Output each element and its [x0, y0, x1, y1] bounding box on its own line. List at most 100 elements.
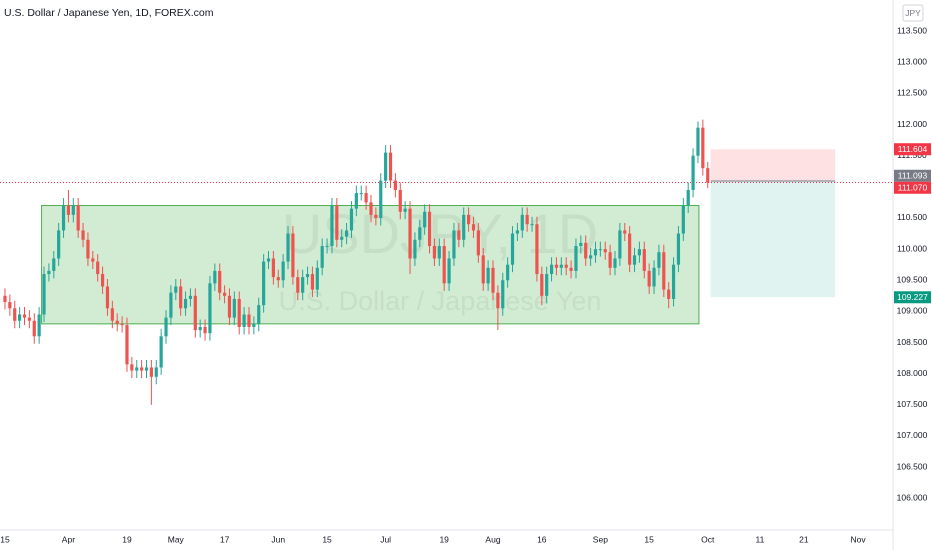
candle-body [466, 214, 471, 225]
candle-body [47, 270, 51, 275]
target-price-label: 109.227 [897, 292, 928, 302]
candle-body [61, 205, 66, 231]
candle-body [662, 252, 666, 290]
candle-body [403, 208, 407, 212]
candle-body [203, 326, 207, 334]
last-price-label: 111.070 [898, 183, 928, 193]
candle-body [423, 211, 427, 228]
candle-body [340, 236, 344, 240]
candle-body [86, 239, 90, 259]
candle-body [130, 364, 134, 371]
y-tick-label: 107.500 [897, 399, 928, 409]
candle-body [242, 314, 246, 327]
candle-body [569, 267, 573, 271]
candle-body [105, 286, 110, 309]
stop-zone [710, 149, 836, 182]
candle-body [125, 325, 129, 365]
candle-body [608, 252, 612, 268]
candle-body [667, 289, 671, 299]
candle-body [589, 255, 593, 259]
candle-body [574, 246, 578, 271]
entry-price-label: 111.093 [898, 171, 928, 181]
candle-body [613, 258, 617, 268]
y-tick-label: 110.000 [897, 243, 927, 253]
candle-body [491, 267, 495, 293]
candle-body [227, 295, 232, 318]
candle-body [305, 274, 310, 278]
candle-body [37, 314, 41, 337]
candle-body [52, 258, 56, 271]
candle-body [418, 227, 422, 240]
candle-body [281, 261, 285, 281]
candle-body [183, 298, 188, 309]
target-price-label-box [894, 291, 931, 304]
candle-body [276, 277, 280, 281]
candle-body [71, 205, 75, 215]
candle-body [27, 317, 31, 321]
y-tick-label: 109.000 [897, 306, 928, 316]
candle-body [384, 152, 388, 181]
candle-body [413, 239, 417, 259]
y-tick-label: 108.500 [897, 337, 928, 347]
candle-body [437, 246, 441, 259]
candle-body [81, 230, 85, 240]
y-tick-label: 106.000 [897, 492, 928, 502]
x-tick-label: Nov [850, 534, 866, 544]
candle-body [135, 367, 139, 371]
y-tick-label: 107.000 [897, 430, 928, 440]
currency-label[interactable]: JPY [905, 8, 921, 18]
candle-body [188, 295, 193, 299]
candle-body [57, 230, 61, 259]
y-tick-label: 112.000 [897, 119, 927, 129]
x-tick-label: 11 [756, 534, 765, 544]
x-tick-label: 16 [537, 534, 547, 544]
candle-body [325, 246, 329, 248]
candle-body [691, 155, 695, 190]
candle-body [442, 246, 446, 284]
candle-body [701, 127, 705, 169]
candle-body [369, 202, 373, 215]
candle-body [408, 208, 412, 259]
candle-body [525, 214, 529, 225]
entry-price-label-box [894, 169, 931, 182]
candle-body [262, 261, 266, 306]
candle-body [18, 314, 22, 321]
x-tick-label: 15 [322, 534, 332, 544]
candle-body [286, 233, 290, 262]
candle-body [706, 168, 710, 183]
candle-body [13, 308, 17, 321]
candle-body [364, 193, 368, 203]
candle-body [257, 305, 261, 324]
candle-body [354, 193, 358, 209]
candle-body [671, 264, 676, 299]
candle-body [632, 255, 637, 265]
candle-body [481, 255, 485, 284]
y-tick-label: 109.500 [897, 275, 928, 285]
stop-price-label: 111.604 [898, 144, 928, 154]
candle-body [222, 292, 227, 296]
candle-body [642, 249, 646, 271]
candle-body [579, 242, 583, 247]
candle-body [66, 205, 71, 215]
candle-body [100, 274, 105, 287]
candle-body [676, 233, 681, 265]
x-tick-label: 15 [0, 534, 10, 544]
x-tick-label: Jun [271, 534, 285, 544]
candle-body [549, 264, 554, 275]
y-tick-label: 106.500 [897, 461, 928, 471]
candle-body [110, 308, 114, 321]
candle-body [140, 367, 144, 371]
y-tick-label: 113.000 [897, 57, 927, 67]
currency-button[interactable] [902, 4, 924, 22]
candle-body [432, 246, 437, 259]
candle-body [193, 295, 197, 331]
candle-body [32, 320, 36, 337]
candle-body [247, 314, 251, 327]
candle-body [320, 246, 324, 268]
last-price-label-box [894, 181, 931, 194]
candle-body [179, 286, 183, 309]
candle-body [515, 230, 519, 234]
candle-body [535, 224, 539, 275]
candle-body [198, 326, 202, 331]
